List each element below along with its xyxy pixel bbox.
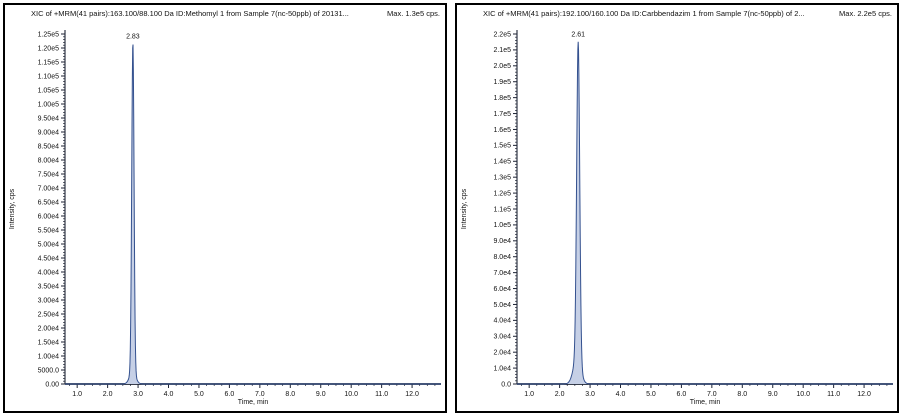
x-tick-label: 5.0: [646, 391, 656, 398]
y-tick-label: 1.00e4: [38, 353, 60, 360]
x-tick-label: 10.0: [796, 391, 810, 398]
y-tick-label: 6.0e4: [493, 286, 511, 293]
y-tick-label: 5.50e4: [38, 227, 60, 234]
x-tick-label: 11.0: [375, 391, 388, 398]
y-tick-label: 0.00: [45, 381, 59, 388]
y-tick-label: 2.00e4: [38, 325, 60, 332]
y-tick-label: 7.50e4: [38, 171, 60, 178]
y-tick-label: 9.0e4: [493, 238, 511, 245]
y-tick-label: 1.10e5: [38, 73, 60, 80]
y-tick-label: 2.2e5: [493, 31, 511, 38]
y-tick-label: 3.00e4: [38, 297, 60, 304]
x-tick-label: 9.0: [316, 391, 326, 398]
y-tick-label: 1.20e5: [38, 45, 60, 52]
y-tick-label: 5000.0: [38, 367, 60, 374]
chromatogram-plot: 0.00 5000.0 1.00e4 1.50e4 2.00e4 2.50e4 3.00e4…: [9, 30, 441, 406]
y-tick-label: 7.00e4: [38, 185, 60, 192]
y-tick-label: 5.00e4: [38, 241, 60, 248]
y-tick-label: 1.4e5: [493, 159, 511, 166]
x-axis-title: Time, min: [238, 399, 269, 406]
x-tick-label: 10.0: [344, 391, 358, 398]
y-axis-title: Intensity, cps: [461, 188, 468, 229]
x-tick-label: 7.0: [707, 391, 717, 398]
x-tick-label: 12.0: [857, 391, 871, 398]
y-tick-label: 8.50e4: [38, 143, 60, 150]
y-tick-label: 6.00e4: [38, 213, 60, 220]
y-tick-label: 4.50e4: [38, 255, 60, 262]
y-tick-label: 3.0e4: [493, 334, 511, 341]
x-tick-label: 3.0: [585, 391, 595, 398]
y-tick-label: 8.00e4: [38, 157, 60, 164]
x-tick-label: 4.0: [164, 391, 174, 398]
x-tick-label: 2.0: [555, 391, 565, 398]
y-tick-label: 1.6e5: [493, 127, 511, 134]
chromatogram-plot: 0.0 1.0e4 2.0e4 3.0e4 4.0e4 5.0e4 6.0e4 7.0e4 8.…: [461, 30, 893, 406]
y-axis-title: Intensity, cps: [9, 188, 16, 229]
panel-header: XIC of +MRM(41 pairs):192.100/160.100 Da…: [457, 5, 897, 18]
y-tick-label: 2.50e4: [38, 311, 60, 318]
chromatogram-panel-carbendazim: XIC of +MRM(41 pairs):192.100/160.100 Da…: [455, 3, 899, 413]
y-tick-label: 0.0: [501, 381, 511, 388]
page: XIC of +MRM(41 pairs):163.100/88.100 Da …: [3, 3, 899, 413]
x-tick-label: 5.0: [194, 391, 204, 398]
x-tick-label: 7.0: [255, 391, 265, 398]
y-tick-label: 3.50e4: [38, 283, 60, 290]
y-tick-label: 1.1e5: [493, 206, 511, 213]
peak-label: 2.61: [571, 31, 585, 38]
y-tick-label: 1.8e5: [493, 95, 511, 102]
y-tick-label: 1.2e5: [493, 190, 511, 197]
y-tick-label: 8.0e4: [493, 254, 511, 261]
y-tick-label: 1.5e5: [493, 143, 511, 150]
y-tick-label: 7.0e4: [493, 270, 511, 277]
x-tick-label: 6.0: [225, 391, 235, 398]
y-tick-label: 2.0e4: [493, 349, 511, 356]
x-axis-title: Time, min: [690, 399, 721, 406]
y-tick-label: 2.0e5: [493, 63, 511, 70]
x-tick-label: 2.0: [103, 391, 113, 398]
max-intensity-label: Max. 1.3e5 cps.: [387, 9, 440, 18]
max-intensity-label: Max. 2.2e5 cps.: [839, 9, 892, 18]
peak-trace: [65, 44, 441, 385]
y-tick-label: 1.05e5: [38, 87, 60, 94]
x-tick-label: 3.0: [133, 391, 143, 398]
x-tick-label: 1.0: [72, 391, 82, 398]
y-tick-label: 1.15e5: [38, 59, 60, 66]
y-tick-label: 9.00e4: [38, 129, 60, 136]
y-tick-label: 6.50e4: [38, 199, 60, 206]
y-tick-label: 1.25e5: [38, 31, 60, 38]
y-tick-label: 1.0e4: [493, 365, 511, 372]
x-tick-label: 11.0: [827, 391, 840, 398]
x-tick-label: 1.0: [524, 391, 534, 398]
x-tick-label: 8.0: [737, 391, 747, 398]
xic-title: XIC of +MRM(41 pairs):163.100/88.100 Da …: [31, 9, 349, 18]
x-tick-label: 9.0: [768, 391, 778, 398]
y-tick-label: 2.1e5: [493, 47, 511, 54]
panel-header: XIC of +MRM(41 pairs):163.100/88.100 Da …: [5, 5, 445, 18]
y-tick-label: 4.00e4: [38, 269, 60, 276]
peak-trace: [517, 41, 893, 385]
chromatogram-panel-methomyl: XIC of +MRM(41 pairs):163.100/88.100 Da …: [3, 3, 447, 413]
y-tick-label: 1.0e5: [493, 222, 511, 229]
y-tick-label: 9.50e4: [38, 115, 60, 122]
y-tick-label: 1.7e5: [493, 111, 511, 118]
x-tick-label: 12.0: [405, 391, 419, 398]
y-tick-label: 1.9e5: [493, 79, 511, 86]
x-tick-label: 4.0: [616, 391, 626, 398]
xic-title: XIC of +MRM(41 pairs):192.100/160.100 Da…: [483, 9, 805, 18]
x-tick-label: 8.0: [285, 391, 295, 398]
y-tick-label: 1.50e4: [38, 339, 60, 346]
y-tick-label: 4.0e4: [493, 318, 511, 325]
y-tick-label: 1.00e5: [38, 101, 60, 108]
y-tick-label: 5.0e4: [493, 302, 511, 309]
y-tick-label: 1.3e5: [493, 174, 511, 181]
x-tick-label: 6.0: [677, 391, 687, 398]
peak-label: 2.83: [126, 33, 140, 40]
